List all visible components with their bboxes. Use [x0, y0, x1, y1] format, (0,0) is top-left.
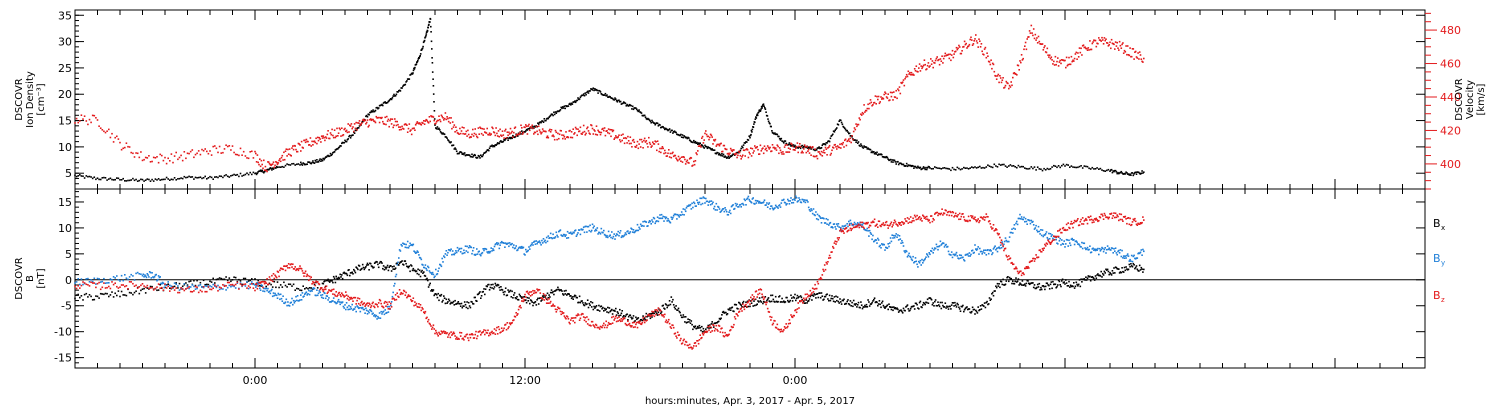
y-tick-label: 20: [58, 88, 72, 101]
legend-label: B: [1433, 217, 1441, 230]
series-last-point: [1143, 171, 1145, 173]
y-tick-label: 5: [65, 167, 72, 180]
series-velocity: [74, 24, 1145, 173]
legend-label: B: [1433, 289, 1441, 302]
series-density: [74, 17, 1145, 182]
y-tick-label: 15: [58, 115, 72, 128]
y-tick-label: 10: [58, 141, 72, 154]
series-last-point: [1143, 250, 1145, 253]
y-axis-label-line: B: [25, 275, 36, 282]
y-axis-label-line: [nT]: [36, 268, 47, 288]
y-tick-label: 25: [58, 62, 72, 75]
x-axis-label: hours:minutes, Apr. 3, 2017 - Apr. 5, 20…: [645, 396, 855, 407]
legend-subscript: z: [1441, 296, 1445, 304]
velocity-axis-label-line: [km/s]: [1476, 83, 1487, 115]
series-by: [74, 195, 1145, 320]
velocity-tick-label: 420: [1440, 124, 1461, 137]
x-tick-label: 12:00: [509, 374, 541, 387]
series-last-point: [1143, 268, 1145, 271]
y-axis-label-line: DSCOVR: [14, 78, 25, 121]
y-tick-label: -5: [61, 300, 72, 313]
velocity-tick-label: 440: [1440, 91, 1461, 104]
y-tick-label: 15: [58, 196, 72, 209]
velocity-tick-label: 400: [1440, 158, 1461, 171]
y-axis-label-line: [cm⁻³]: [36, 83, 47, 115]
time-axis: 0:00 12:00 0:00: [243, 374, 808, 387]
y-axis-label-line: DSCOVR: [14, 257, 25, 300]
series-last-point: [1143, 219, 1145, 221]
series-last-point: [1143, 57, 1145, 60]
velocity-tick-label: 480: [1440, 24, 1461, 37]
x-tick-label: 0:00: [243, 374, 268, 387]
legend-label: B: [1433, 252, 1441, 265]
velocity-tick-label: 460: [1440, 58, 1461, 71]
mag-frame: [74, 188, 1426, 369]
series-bz: [74, 208, 1145, 350]
legend-subscript: y: [1441, 259, 1445, 267]
y-tick-label: 30: [58, 36, 72, 49]
series-bx: [74, 260, 1145, 333]
velocity-axis-label-line: Velocity: [1465, 80, 1476, 119]
y-tick-label: -15: [54, 352, 72, 365]
legend-subscript: x: [1441, 224, 1445, 232]
y-tick-label: 5: [65, 248, 72, 261]
y-tick-label: 35: [58, 9, 72, 22]
y-tick-label: 0: [65, 274, 72, 287]
y-axis-label-line: Ion Density: [25, 71, 36, 128]
y-tick-label: 10: [58, 222, 72, 235]
y-tick-label: -10: [54, 326, 72, 339]
x-tick-label: 0:00: [783, 374, 808, 387]
velocity-axis-label-line: DSCOVR: [1454, 78, 1465, 121]
